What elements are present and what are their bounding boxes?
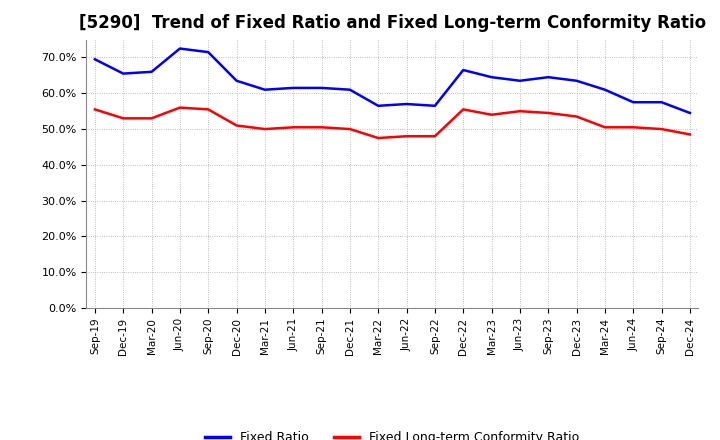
Fixed Long-term Conformity Ratio (685, 132, 694, 137)
Fixed Ratio (685, 110, 694, 116)
Fixed Long-term Conformity Ratio (516, 109, 524, 114)
Fixed Long-term Conformity Ratio (402, 134, 411, 139)
Fixed Ratio (657, 99, 666, 105)
Fixed Long-term Conformity Ratio (233, 123, 241, 128)
Fixed Ratio (600, 87, 609, 92)
Fixed Long-term Conformity Ratio (431, 134, 439, 139)
Fixed Ratio (148, 69, 156, 74)
Fixed Ratio (374, 103, 382, 108)
Fixed Ratio (289, 85, 297, 91)
Fixed Ratio (544, 74, 552, 80)
Fixed Ratio (346, 87, 354, 92)
Fixed Ratio (119, 71, 127, 76)
Fixed Long-term Conformity Ratio (544, 110, 552, 116)
Fixed Ratio (233, 78, 241, 84)
Fixed Long-term Conformity Ratio (119, 116, 127, 121)
Fixed Ratio (91, 57, 99, 62)
Fixed Long-term Conformity Ratio (657, 126, 666, 132)
Fixed Ratio (572, 78, 581, 84)
Fixed Ratio (318, 85, 326, 91)
Fixed Long-term Conformity Ratio (148, 116, 156, 121)
Title: [5290]  Trend of Fixed Ratio and Fixed Long-term Conformity Ratio: [5290] Trend of Fixed Ratio and Fixed Lo… (78, 15, 706, 33)
Fixed Ratio (176, 46, 184, 51)
Fixed Long-term Conformity Ratio (289, 125, 297, 130)
Fixed Long-term Conformity Ratio (572, 114, 581, 119)
Fixed Ratio (402, 101, 411, 106)
Legend: Fixed Ratio, Fixed Long-term Conformity Ratio: Fixed Ratio, Fixed Long-term Conformity … (200, 426, 585, 440)
Fixed Long-term Conformity Ratio (487, 112, 496, 117)
Fixed Ratio (261, 87, 269, 92)
Fixed Ratio (629, 99, 637, 105)
Fixed Ratio (487, 74, 496, 80)
Fixed Long-term Conformity Ratio (629, 125, 637, 130)
Fixed Long-term Conformity Ratio (318, 125, 326, 130)
Line: Fixed Long-term Conformity Ratio: Fixed Long-term Conformity Ratio (95, 108, 690, 138)
Line: Fixed Ratio: Fixed Ratio (95, 48, 690, 113)
Fixed Long-term Conformity Ratio (204, 107, 212, 112)
Fixed Long-term Conformity Ratio (459, 107, 467, 112)
Fixed Long-term Conformity Ratio (346, 126, 354, 132)
Fixed Long-term Conformity Ratio (176, 105, 184, 110)
Fixed Ratio (459, 67, 467, 73)
Fixed Long-term Conformity Ratio (374, 136, 382, 141)
Fixed Ratio (431, 103, 439, 108)
Fixed Long-term Conformity Ratio (261, 126, 269, 132)
Fixed Long-term Conformity Ratio (600, 125, 609, 130)
Fixed Ratio (516, 78, 524, 84)
Fixed Long-term Conformity Ratio (91, 107, 99, 112)
Fixed Ratio (204, 49, 212, 55)
